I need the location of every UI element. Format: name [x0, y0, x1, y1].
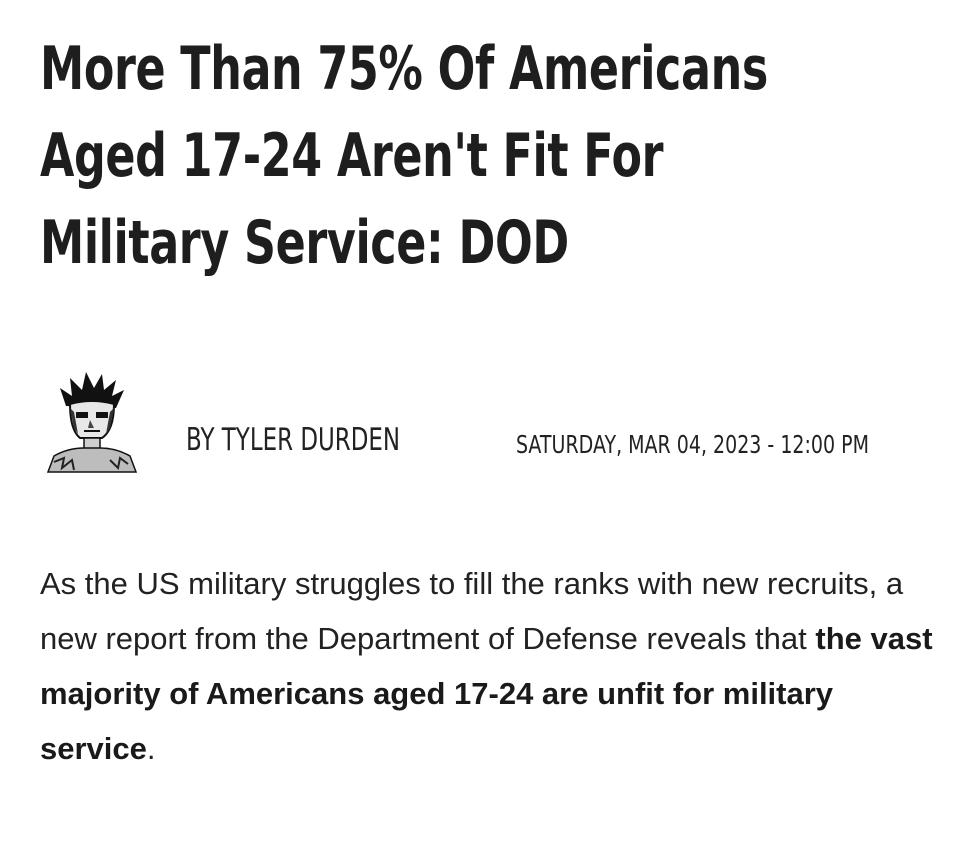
article-headline: More Than 75% Of Americans Aged 17-24 Ar… [40, 26, 768, 287]
byline: BY TYLER DURDEN SATURDAY, MAR 04, 2023 -… [40, 368, 940, 478]
author-name[interactable]: BY TYLER DURDEN [186, 422, 401, 458]
headline-line-1: More Than 75% Of Americans [40, 34, 768, 104]
body-tail: . [146, 731, 156, 766]
body-lead: As the US military struggles to fill the… [40, 566, 904, 656]
publish-date: SATURDAY, MAR 04, 2023 - 12:00 PM [516, 430, 869, 459]
author-avatar-icon [46, 372, 138, 473]
headline-line-2: Aged 17-24 Aren't Fit For [40, 121, 664, 191]
headline-line-3: Military Service: DOD [40, 208, 569, 278]
article-body: As the US military struggles to fill the… [40, 556, 940, 776]
body-emphasis: the vast majority of Americans aged 17-2… [40, 621, 933, 766]
